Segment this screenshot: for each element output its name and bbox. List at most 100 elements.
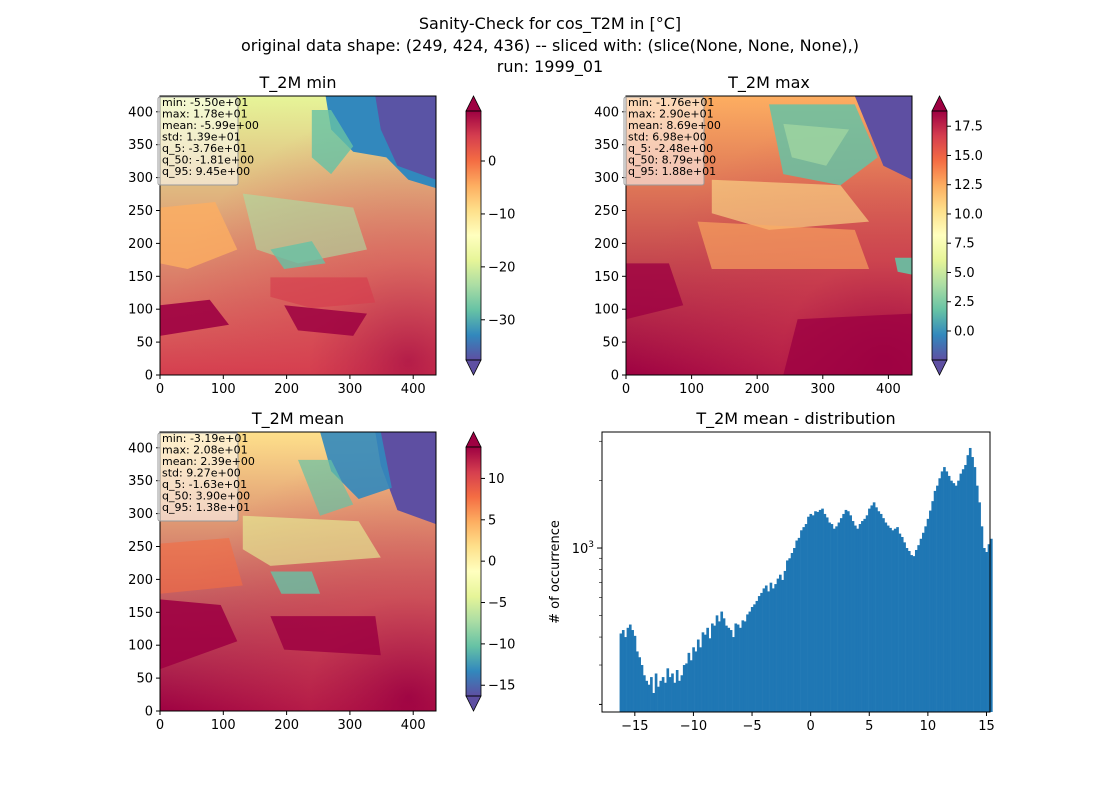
stats-line: max: 2.90e+01 (628, 108, 714, 121)
colorbar-tick-label: −30 (488, 313, 515, 328)
histogram-bar (711, 623, 714, 712)
field-region (242, 515, 381, 566)
histogram-bar (729, 630, 733, 712)
histogram-bar (624, 637, 627, 712)
y-tick-label: 50 (136, 672, 153, 687)
histogram-bar (940, 471, 944, 712)
y-tick-label: 150 (128, 270, 153, 285)
x-tick-label: 5 (865, 719, 873, 734)
histogram-bar (898, 533, 902, 712)
histogram-bar (893, 528, 897, 712)
histogram-bar (851, 521, 855, 712)
y-tick-label: 300 (128, 507, 153, 522)
field-region (697, 221, 870, 269)
histogram-bar (835, 526, 838, 712)
field-region (375, 432, 436, 525)
stats-line: std: 9.27e+00 (162, 467, 241, 480)
histogram-bar (879, 513, 883, 712)
histogram-bar (929, 510, 932, 712)
histogram-bar (650, 677, 653, 712)
field-region (626, 263, 684, 320)
heatmap-image (160, 96, 436, 375)
histogram-bar (982, 548, 986, 712)
field-region (311, 110, 354, 175)
colorbar-scale (932, 111, 947, 360)
histogram-bar (842, 513, 845, 712)
stats-line: q_50: -1.81e+00 (162, 154, 254, 167)
histogram-bar (872, 502, 876, 712)
colorbar-tick-label: −5 (488, 596, 507, 611)
histogram-bar (743, 621, 747, 712)
histogram-bar (722, 618, 726, 712)
field-region (783, 123, 850, 166)
field-region (284, 305, 367, 336)
histogram-bar (912, 556, 916, 712)
colorbar-tick-label: 7.5 (954, 237, 975, 252)
histogram-bar (961, 469, 965, 712)
field-region (320, 432, 392, 499)
histogram-bar (907, 550, 911, 712)
histogram-bar (818, 509, 822, 712)
stats-line: q_5: -2.48e+00 (628, 142, 713, 155)
histogram-bar (950, 480, 953, 712)
histogram-bar (985, 551, 988, 712)
histogram-bar (638, 657, 641, 712)
x-tick-label: 200 (745, 382, 770, 397)
field-region (375, 96, 436, 180)
x-tick-label: −10 (680, 719, 707, 734)
x-tick-label: 400 (401, 382, 426, 397)
histogram-bar (837, 522, 841, 712)
colorbar-extend-max (465, 95, 482, 112)
y-tick-label: 300 (594, 171, 619, 186)
histogram-bar (718, 621, 721, 712)
colorbar-tick-label: −10 (488, 207, 515, 222)
histogram-bar (657, 686, 660, 712)
histogram-bar (675, 670, 679, 712)
histogram-bar (821, 508, 824, 712)
histogram-bar (938, 478, 942, 712)
histogram-bar (706, 627, 709, 712)
colorbar-scale (466, 111, 481, 360)
histogram-bar (947, 475, 951, 712)
y-tick-label: 0 (145, 705, 153, 720)
colorbar-tick-label: −15 (488, 679, 515, 694)
y-tick-label: 0 (145, 369, 153, 384)
histogram-bars (619, 447, 993, 712)
colorbar-tick-label: 12.5 (954, 178, 983, 193)
field-region (160, 538, 243, 594)
histogram-bar (762, 588, 766, 712)
y-tick-label: 250 (594, 204, 619, 219)
histogram-bar (926, 518, 930, 712)
histogram-bar (952, 483, 956, 712)
histogram-bar (987, 544, 991, 712)
histogram-bar (816, 511, 820, 712)
histogram-bar (725, 625, 728, 712)
histogram-bar (786, 560, 789, 712)
colorbar-tick-label: 0 (488, 555, 496, 570)
x-tick-label: 200 (274, 382, 299, 397)
y-tick-label: 400 (594, 105, 619, 120)
stats-line: std: 6.98e+00 (628, 131, 707, 144)
histogram-bar (877, 511, 881, 712)
colorbar-tick-label: −20 (488, 260, 515, 275)
y-tick-label: 150 (594, 270, 619, 285)
x-tick-label: 100 (679, 382, 704, 397)
colorbar-extend-min (931, 359, 948, 376)
field-region (160, 599, 238, 670)
y-tick-label: 50 (136, 336, 153, 351)
histogram-bar (621, 630, 625, 712)
colorbar-tick-label: 5 (488, 513, 496, 528)
histogram-bar (802, 527, 806, 712)
histogram-bar (703, 634, 707, 712)
histogram-bar (760, 592, 763, 712)
histogram-bar (931, 501, 935, 712)
y-tick-label: 400 (128, 105, 153, 120)
colorbar-tick-label: 2.5 (954, 295, 975, 310)
panel-distribution: T_2M mean - distribution −15 −10 −5 0 5 10 15 10… (548, 409, 995, 734)
histogram-bar (900, 537, 904, 712)
histogram-bar (830, 524, 834, 712)
panel-title: T_2M mean - distribution (695, 409, 895, 429)
y-tick-label: 103 (572, 540, 594, 557)
y-tick-label: 0 (611, 369, 619, 384)
